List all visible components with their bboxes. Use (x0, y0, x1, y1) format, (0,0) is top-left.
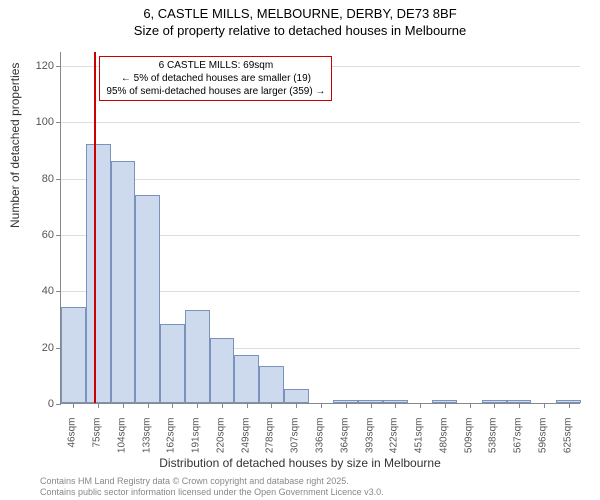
chart-container: 6, CASTLE MILLS, MELBOURNE, DERBY, DE73 … (0, 0, 600, 500)
footer-line-1: Contains HM Land Registry data © Crown c… (40, 476, 384, 487)
xtick-label: 567sqm (513, 418, 524, 468)
annotation-line: ← 5% of detached houses are smaller (19) (106, 72, 325, 85)
plot-area (60, 52, 580, 404)
xtick-label: 596sqm (537, 418, 548, 468)
xtick-label: 625sqm (562, 418, 573, 468)
xtick-mark (544, 403, 545, 408)
xtick-mark (271, 403, 272, 408)
xtick-mark (197, 403, 198, 408)
xtick-label: 133sqm (141, 418, 152, 468)
xtick-label: 278sqm (265, 418, 276, 468)
xtick-label: 46sqm (67, 418, 78, 468)
annotation-box: 6 CASTLE MILLS: 69sqm← 5% of detached ho… (99, 56, 332, 101)
annotation-line: 6 CASTLE MILLS: 69sqm (106, 59, 325, 72)
xtick-mark (519, 403, 520, 408)
ytick-mark (56, 291, 61, 292)
xtick-label: 480sqm (438, 418, 449, 468)
xtick-mark (247, 403, 248, 408)
title-line-1: 6, CASTLE MILLS, MELBOURNE, DERBY, DE73 … (0, 6, 600, 23)
ytick-label: 40 (24, 285, 54, 297)
y-axis-label: Number of detached properties (8, 63, 22, 228)
bar (210, 338, 235, 403)
xtick-label: 249sqm (240, 418, 251, 468)
ytick-label: 0 (24, 398, 54, 410)
ytick-mark (56, 179, 61, 180)
xtick-label: 451sqm (414, 418, 425, 468)
xtick-label: 307sqm (290, 418, 301, 468)
ytick-mark (56, 235, 61, 236)
xtick-mark (172, 403, 173, 408)
xtick-mark (371, 403, 372, 408)
xtick-mark (73, 403, 74, 408)
ytick-mark (56, 122, 61, 123)
bar (135, 195, 160, 403)
xtick-mark (296, 403, 297, 408)
ytick-label: 120 (24, 60, 54, 72)
xtick-mark (569, 403, 570, 408)
ytick-label: 20 (24, 342, 54, 354)
ytick-label: 60 (24, 229, 54, 241)
bar (234, 355, 259, 403)
bar (111, 161, 136, 403)
bar (259, 366, 284, 403)
ytick-mark (56, 404, 61, 405)
xtick-mark (98, 403, 99, 408)
ytick-label: 100 (24, 116, 54, 128)
xtick-label: 422sqm (389, 418, 400, 468)
marker-line (94, 52, 96, 403)
footer-attribution: Contains HM Land Registry data © Crown c… (40, 476, 384, 498)
xtick-label: 191sqm (191, 418, 202, 468)
bar (185, 310, 210, 403)
xtick-label: 393sqm (364, 418, 375, 468)
xtick-mark (123, 403, 124, 408)
xtick-mark (321, 403, 322, 408)
xtick-label: 364sqm (339, 418, 350, 468)
xtick-mark (346, 403, 347, 408)
gridline (61, 179, 580, 180)
xtick-mark (222, 403, 223, 408)
xtick-mark (494, 403, 495, 408)
xtick-mark (470, 403, 471, 408)
xtick-label: 538sqm (488, 418, 499, 468)
footer-line-2: Contains public sector information licen… (40, 487, 384, 498)
xtick-mark (395, 403, 396, 408)
xtick-label: 336sqm (315, 418, 326, 468)
ytick-mark (56, 66, 61, 67)
xtick-mark (445, 403, 446, 408)
annotation-line: 95% of semi-detached houses are larger (… (106, 85, 325, 98)
xtick-label: 162sqm (166, 418, 177, 468)
xtick-mark (420, 403, 421, 408)
xtick-mark (148, 403, 149, 408)
xtick-label: 509sqm (463, 418, 474, 468)
gridline (61, 122, 580, 123)
bar (61, 307, 86, 403)
bar (86, 144, 111, 403)
xtick-label: 104sqm (116, 418, 127, 468)
xtick-label: 75sqm (92, 418, 103, 468)
ytick-label: 80 (24, 173, 54, 185)
bar (284, 389, 309, 403)
chart-title: 6, CASTLE MILLS, MELBOURNE, DERBY, DE73 … (0, 0, 600, 40)
xtick-label: 220sqm (215, 418, 226, 468)
title-line-2: Size of property relative to detached ho… (0, 23, 600, 40)
bar (160, 324, 185, 403)
